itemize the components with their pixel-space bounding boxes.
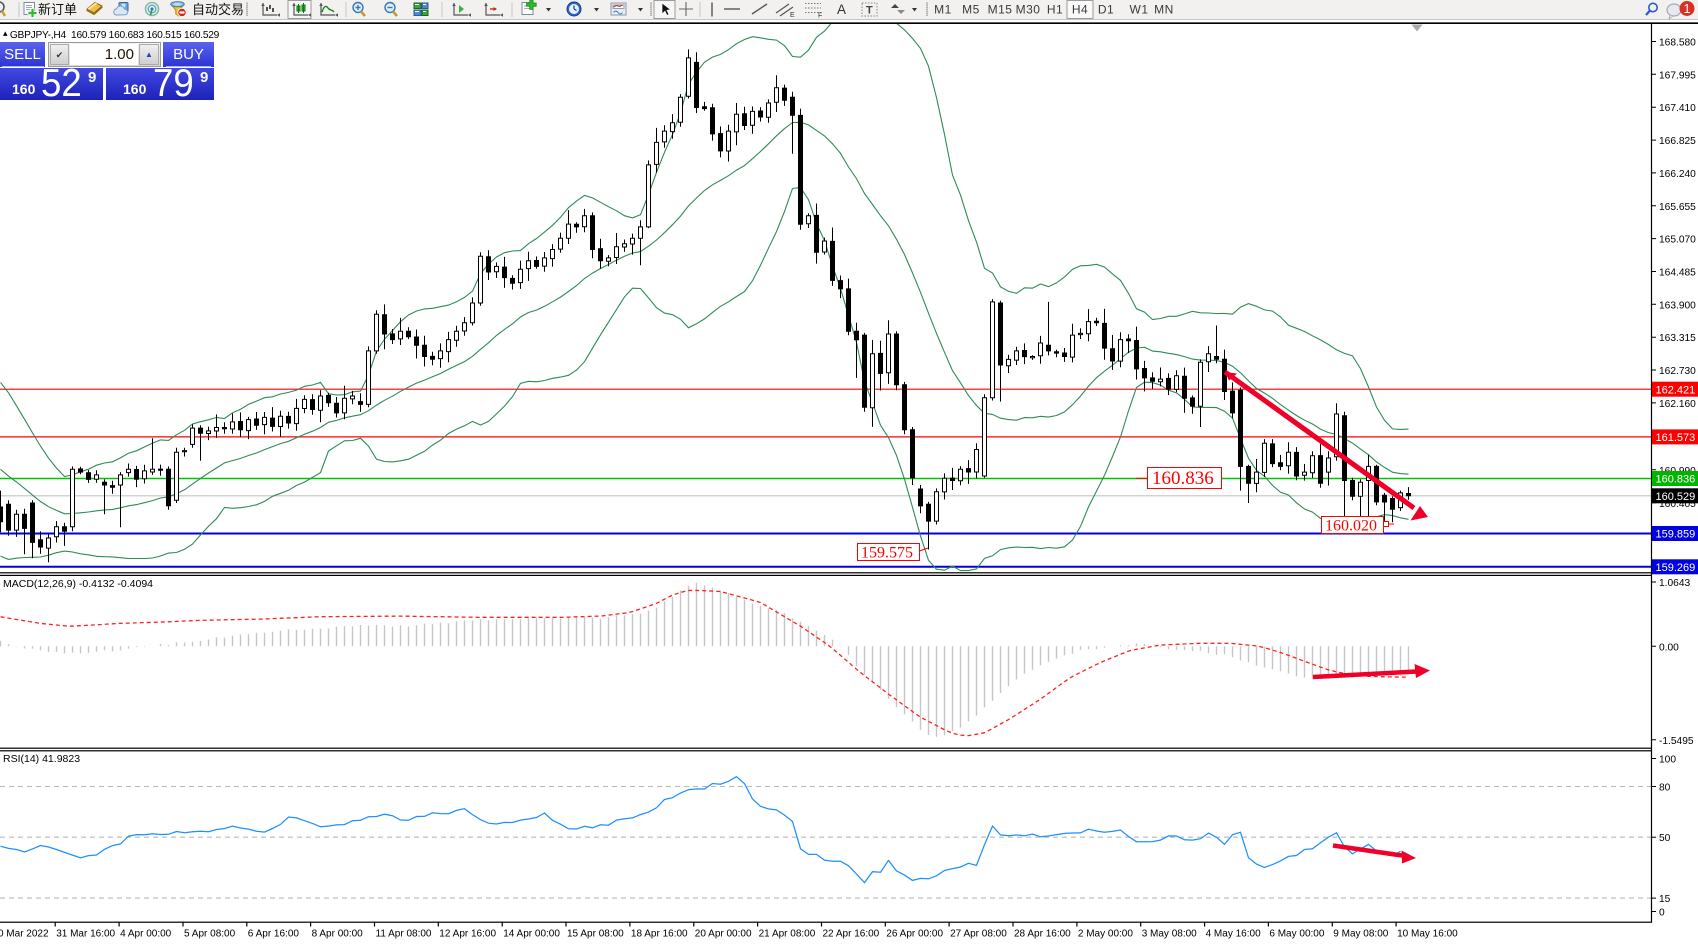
- svg-text:27 Apr 08:00: 27 Apr 08:00: [950, 929, 1007, 940]
- svg-text:160.020: 160.020: [1325, 518, 1377, 535]
- svg-text:80: 80: [1659, 783, 1671, 794]
- svg-text:160.836: 160.836: [1152, 468, 1214, 489]
- svg-text:15 Apr 08:00: 15 Apr 08:00: [567, 929, 624, 940]
- svg-text:6 Apr 16:00: 6 Apr 16:00: [248, 929, 300, 940]
- svg-text:11 Apr 08:00: 11 Apr 08:00: [376, 929, 432, 940]
- svg-text:22 Apr 16:00: 22 Apr 16:00: [823, 929, 880, 940]
- svg-text:166.825: 166.825: [1659, 136, 1696, 147]
- svg-text:0.00: 0.00: [1659, 642, 1679, 653]
- svg-text:-1.5495: -1.5495: [1659, 736, 1694, 747]
- svg-text:9 May 08:00: 9 May 08:00: [1333, 929, 1388, 940]
- svg-text:160.405: 160.405: [1659, 499, 1696, 510]
- svg-text:4 Apr 00:00: 4 Apr 00:00: [120, 929, 172, 940]
- svg-text:165.070: 165.070: [1659, 235, 1696, 246]
- svg-text:1.0643: 1.0643: [1659, 578, 1690, 589]
- svg-text:15: 15: [1659, 894, 1671, 905]
- svg-text:E: E: [790, 12, 795, 19]
- svg-text:21 Apr 08:00: 21 Apr 08:00: [759, 929, 816, 940]
- svg-text:10 May 16:00: 10 May 16:00: [1397, 929, 1458, 940]
- svg-text:31 Mar 16:00: 31 Mar 16:00: [56, 929, 115, 940]
- svg-text:自动交易: 自动交易: [192, 2, 244, 17]
- svg-text:H4: H4: [1072, 3, 1088, 17]
- svg-text:4 May 16:00: 4 May 16:00: [1206, 929, 1261, 940]
- svg-text:161.573: 161.573: [1656, 432, 1696, 444]
- svg-text:D1: D1: [1098, 3, 1114, 17]
- svg-text:F: F: [818, 13, 822, 20]
- svg-text:H1: H1: [1047, 3, 1063, 17]
- svg-text:8 Apr 00:00: 8 Apr 00:00: [312, 929, 364, 940]
- svg-text:14 Apr 00:00: 14 Apr 00:00: [503, 929, 560, 940]
- svg-text:162.160: 162.160: [1659, 399, 1696, 410]
- svg-text:新订单: 新订单: [38, 2, 77, 17]
- svg-text:159.269: 159.269: [1656, 562, 1696, 574]
- svg-text:26 Apr 00:00: 26 Apr 00:00: [886, 929, 943, 940]
- svg-text:159.859: 159.859: [1656, 529, 1696, 541]
- svg-text:20 Apr 00:00: 20 Apr 00:00: [695, 929, 752, 940]
- svg-text:2 May 00:00: 2 May 00:00: [1078, 929, 1133, 940]
- svg-text:18 Apr 16:00: 18 Apr 16:00: [631, 929, 688, 940]
- svg-text:30 Mar 2022: 30 Mar 2022: [0, 929, 49, 940]
- svg-text:162.421: 162.421: [1656, 384, 1696, 396]
- svg-text:M5: M5: [962, 3, 980, 17]
- svg-text:100: 100: [1659, 755, 1676, 766]
- svg-text:1: 1: [1684, 2, 1691, 16]
- svg-text:A: A: [837, 2, 846, 17]
- svg-text:MN: MN: [1154, 3, 1174, 17]
- svg-text:165.655: 165.655: [1659, 202, 1696, 213]
- svg-text:T: T: [866, 5, 873, 17]
- svg-text:28 Apr 16:00: 28 Apr 16:00: [1014, 929, 1071, 940]
- svg-text:0: 0: [1659, 908, 1665, 919]
- svg-text:W1: W1: [1130, 3, 1149, 17]
- svg-text:5 Apr 08:00: 5 Apr 08:00: [184, 929, 236, 940]
- svg-text:3 May 08:00: 3 May 08:00: [1142, 929, 1197, 940]
- svg-text:M30: M30: [1016, 3, 1041, 17]
- svg-text:168.580: 168.580: [1659, 38, 1696, 49]
- svg-text:166.240: 166.240: [1659, 169, 1696, 180]
- svg-text:162.730: 162.730: [1659, 366, 1696, 377]
- svg-text:163.315: 163.315: [1659, 333, 1696, 344]
- svg-text:167.410: 167.410: [1659, 103, 1696, 114]
- svg-text:MACD(12,26,9) -0.4132 -0.4094: MACD(12,26,9) -0.4132 -0.4094: [3, 578, 153, 590]
- svg-text:6 May 00:00: 6 May 00:00: [1269, 929, 1324, 940]
- svg-text:167.995: 167.995: [1659, 70, 1696, 81]
- svg-text:M1: M1: [934, 3, 952, 17]
- svg-text:50: 50: [1659, 833, 1671, 844]
- svg-text:160.529: 160.529: [1656, 491, 1696, 503]
- svg-text:159.575: 159.575: [861, 545, 913, 562]
- svg-text:RSI(14) 41.9823: RSI(14) 41.9823: [3, 753, 80, 765]
- svg-text:160.836: 160.836: [1656, 474, 1696, 486]
- svg-text:12 Apr 16:00: 12 Apr 16:00: [439, 929, 496, 940]
- svg-text:M15: M15: [988, 3, 1013, 17]
- svg-text:163.900: 163.900: [1659, 300, 1696, 311]
- svg-text:164.485: 164.485: [1659, 268, 1696, 279]
